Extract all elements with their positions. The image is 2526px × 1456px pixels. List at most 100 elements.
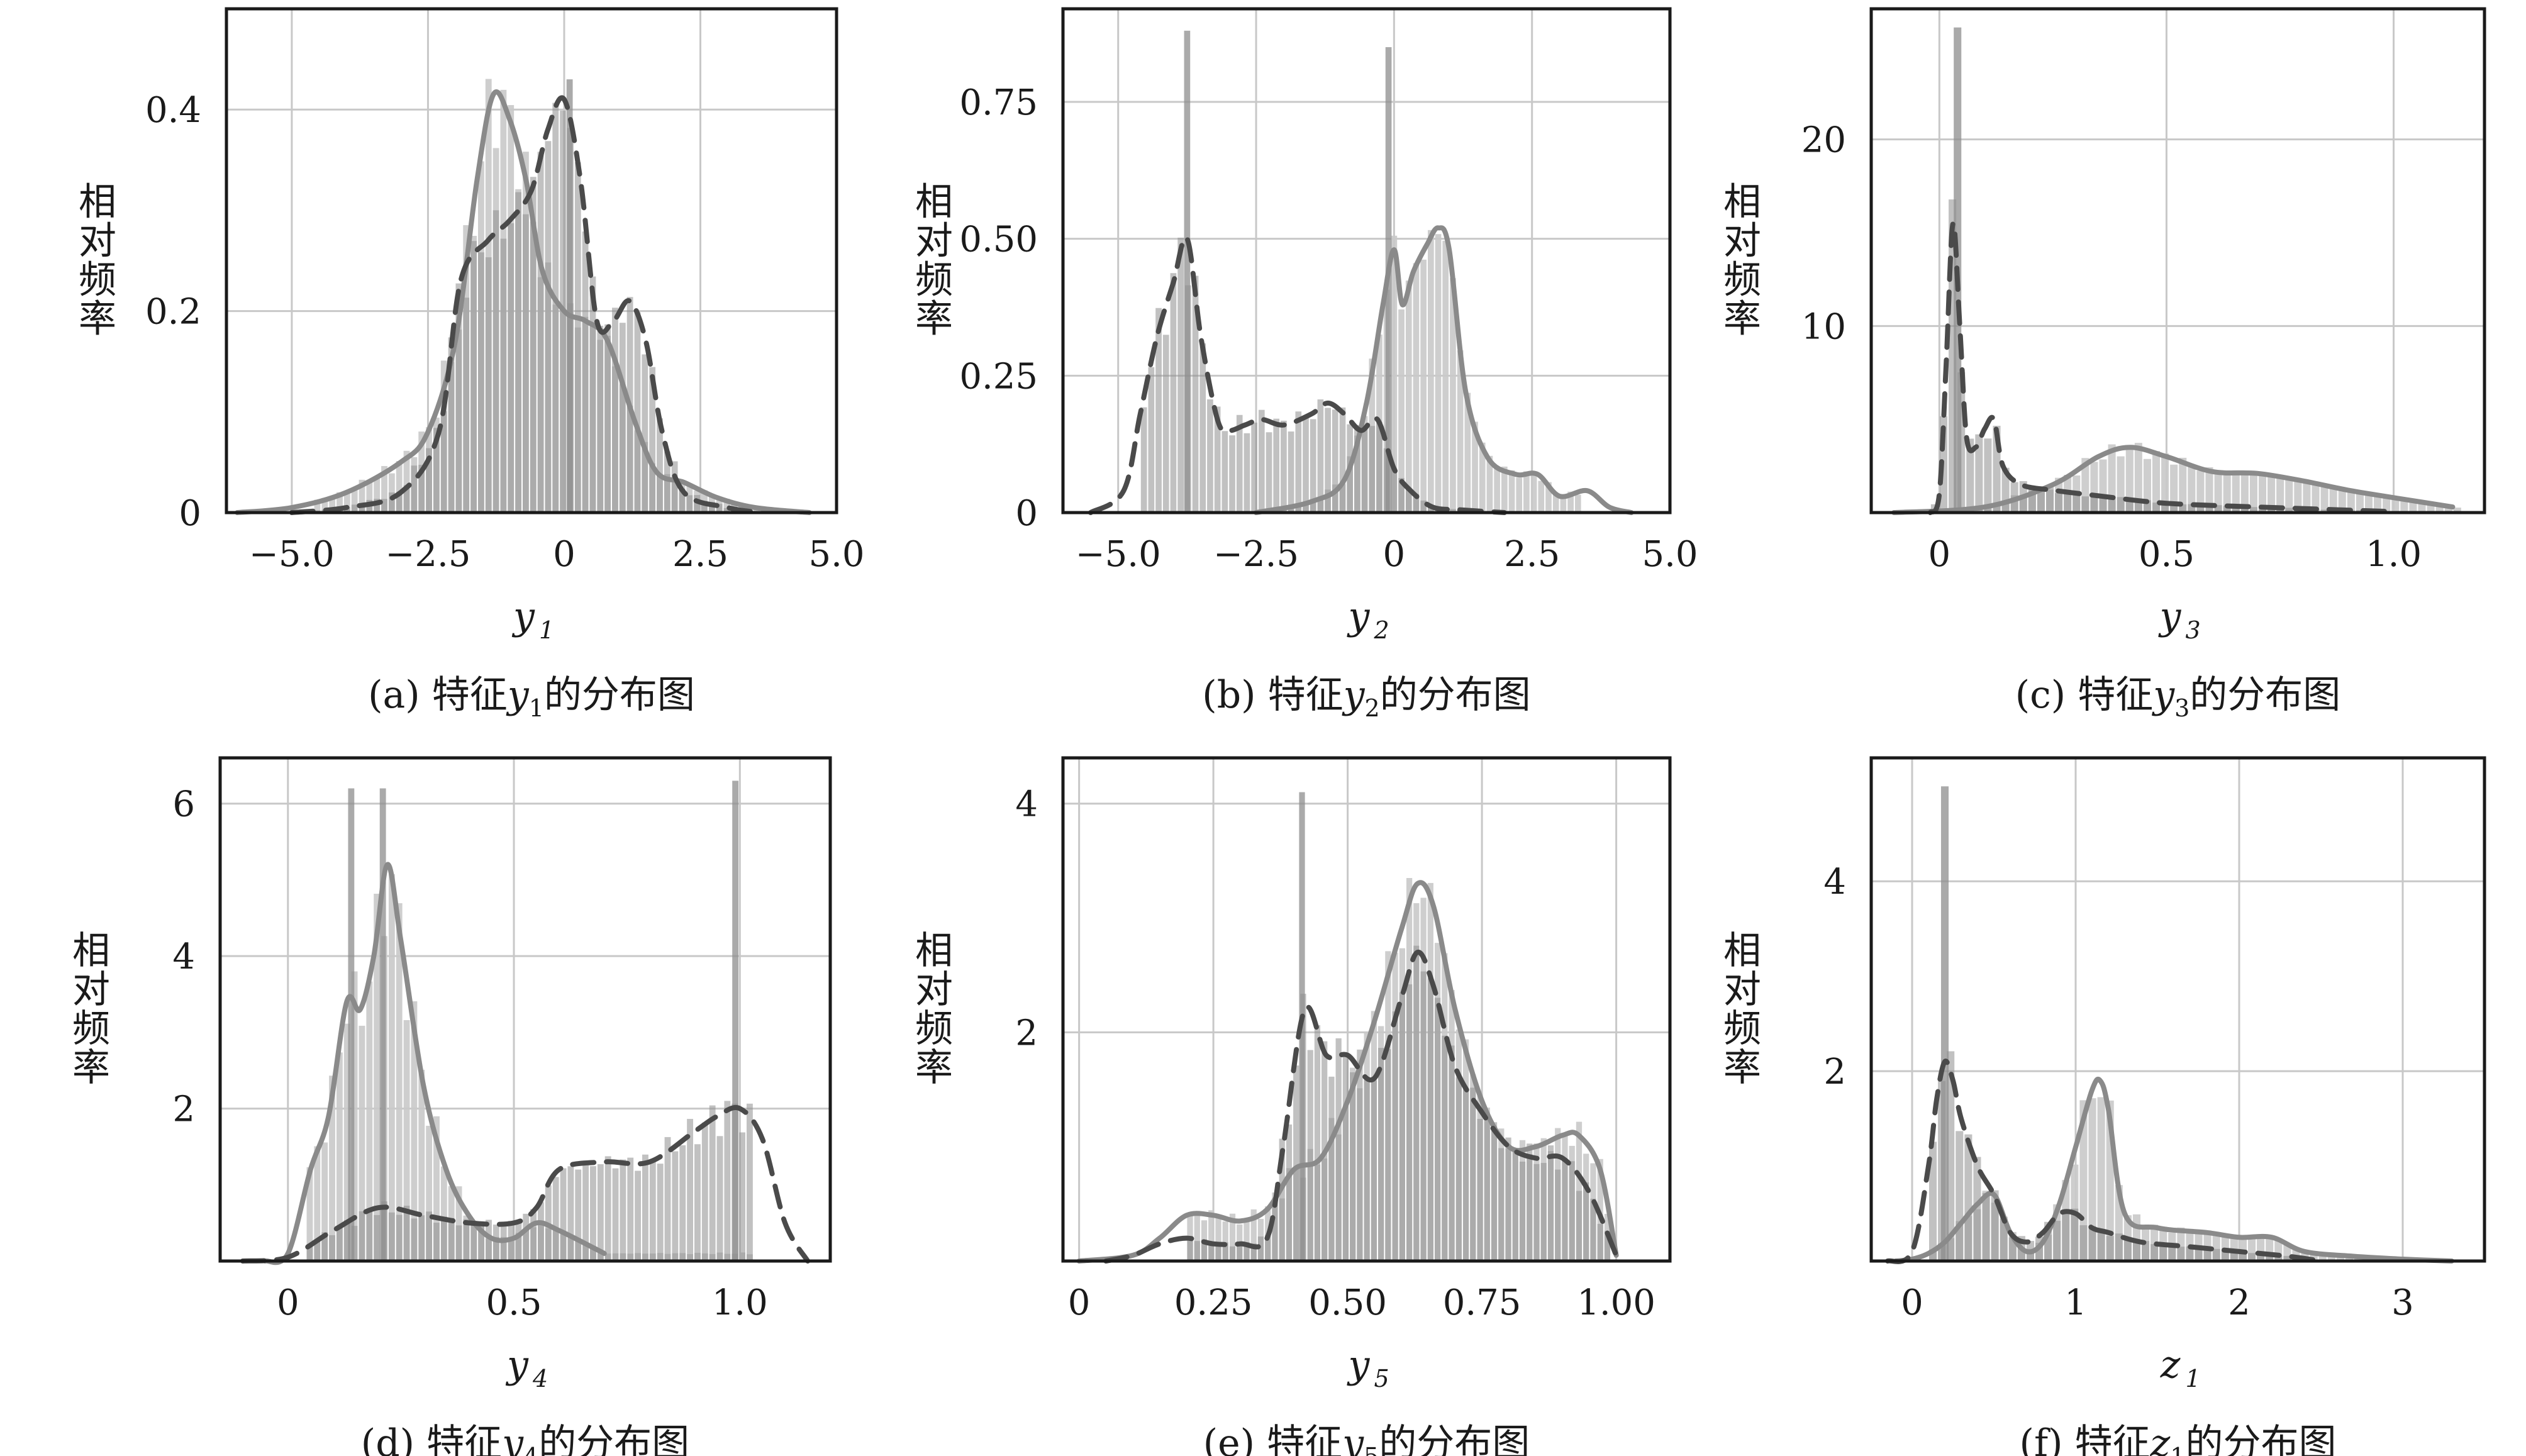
hist-bar-dashed: [1293, 1065, 1299, 1261]
hist-bar-solid: [2409, 501, 2417, 513]
caption-sub: 2: [1365, 694, 1380, 722]
hist-bar-dashed: [1450, 509, 1456, 513]
y-tick-label: 0.25: [959, 356, 1038, 397]
hist-bar-dashed: [1449, 1045, 1455, 1261]
hist-bar-dashed: [523, 1213, 530, 1261]
y-tick-label: 2: [172, 1089, 195, 1130]
y-axis-label-char: 相: [79, 181, 116, 225]
hist-bar-dashed: [1442, 1035, 1448, 1261]
hist-bar-dashed: [2079, 1225, 2088, 1261]
x-tick-label: −5.0: [1076, 534, 1161, 575]
hist-bar-dashed: [1484, 1115, 1490, 1261]
hist-bar-solid: [2170, 464, 2178, 513]
hist-bar-dashed: [1427, 978, 1433, 1261]
hist-bar-solid: [1420, 259, 1427, 513]
hist-bar-dashed: [2205, 505, 2213, 513]
caption-var: y: [2151, 673, 2175, 717]
hist-bar-dashed: [634, 312, 641, 513]
hist-bar-dashed: [366, 1211, 373, 1261]
caption-var: y: [506, 673, 530, 717]
hist-bar-solid: [366, 981, 373, 1261]
x-tick-label: 0.75: [1443, 1282, 1522, 1323]
hist-bar-dashed: [620, 1159, 626, 1261]
hist-bar-dashed: [709, 1105, 716, 1261]
hist-bar-dashed: [1258, 409, 1265, 513]
hist-bar-solid: [2134, 443, 2142, 513]
hist-bar-solid: [381, 465, 387, 513]
x-tick-label: 2: [2228, 1282, 2251, 1323]
x-tick-label: 5.0: [808, 534, 864, 575]
x-tick-label: 2.5: [672, 534, 728, 575]
kde-solid-line: [235, 89, 812, 515]
hist-bar-dashed: [1498, 1148, 1505, 1261]
hist-bar-solid: [2347, 489, 2355, 513]
hist-bar-solid: [1222, 1221, 1228, 1261]
hist-bar-dashed: [724, 1101, 731, 1261]
hist-bar-dashed: [723, 508, 730, 513]
hist-bar-solid: [440, 1166, 447, 1261]
hist-bar-dashed: [1391, 468, 1398, 513]
y-axis-label-char: 频: [79, 258, 116, 303]
hist-bar-dashed: [1361, 426, 1368, 513]
hist-bar-dashed: [388, 1212, 395, 1261]
caption-sub: 3: [2174, 694, 2189, 722]
panel-caption: (c) 特征y3的分布图: [2015, 673, 2341, 722]
hist-bar-solid: [1494, 466, 1500, 513]
hist-bar-dashed: [1265, 1235, 1271, 1261]
hist-bar-dashed: [1236, 414, 1243, 513]
hist-bar-solid: [1398, 309, 1405, 513]
hist-bar-solid: [2276, 475, 2284, 513]
x-axis-label-subscript: 1: [539, 616, 554, 644]
hist-bar-solid: [343, 492, 350, 513]
hist-bar-solid: [396, 903, 403, 1261]
y-axis-label-char: 率: [915, 1046, 953, 1090]
x-axis-label: z: [2160, 1343, 2181, 1387]
hist-bar-dashed: [642, 354, 648, 513]
hist-bar-dashed: [1462, 1087, 1469, 1261]
hist-bar-dashed: [1187, 1240, 1193, 1261]
hist-bar-dashed: [1576, 1191, 1583, 1261]
hist-bar-dashed: [329, 1235, 335, 1261]
hist-bar-solid: [2232, 470, 2240, 513]
caption-var: z: [2150, 1421, 2171, 1456]
hist-bar-solid: [2188, 465, 2196, 513]
hist-bar-dashed: [708, 502, 715, 513]
kde-dashed-line: [240, 1105, 811, 1264]
hist-bar-dashed: [1155, 308, 1162, 513]
hist-bar-solid: [1435, 234, 1442, 513]
hist-bar-dashed: [597, 1164, 604, 1261]
hist-bar-dashed: [1540, 1163, 1547, 1261]
hist-spike: [348, 788, 355, 1261]
hist-bar-solid: [314, 1146, 321, 1261]
hist-bar-dashed: [1208, 1245, 1215, 1261]
x-tick-label: 2.5: [1504, 534, 1560, 575]
caption-prefix: (a) 特征: [368, 673, 508, 717]
y-tick-label: 0: [179, 493, 201, 534]
hist-spike: [379, 788, 386, 1261]
kde-dashed-line: [1885, 1059, 2323, 1264]
hist-bar-dashed: [1964, 1134, 1972, 1261]
hist-bar-dashed: [426, 1211, 433, 1261]
hist-bar-solid: [1574, 494, 1581, 513]
hist-bar-dashed: [2212, 1248, 2220, 1261]
hist-bar-dashed: [1590, 1198, 1596, 1261]
y-axis-label-char: 率: [1723, 297, 1761, 342]
hist-bar-dashed: [1237, 1242, 1243, 1261]
hist-bar-solid: [329, 498, 336, 513]
x-tick-label: −5.0: [249, 534, 335, 575]
caption-prefix: (f) 特征: [2020, 1421, 2150, 1456]
hist-bar-dashed: [1207, 399, 1213, 513]
hist-bar-dashed: [1533, 1164, 1540, 1261]
hist-bar-solid: [1545, 482, 1552, 513]
caption-suffix: 的分布图: [538, 1421, 689, 1456]
hist-bar-dashed: [1973, 1157, 1981, 1261]
hist-bar-dashed: [1229, 435, 1235, 513]
panel-caption: (f) 特征z1的分布图: [2020, 1421, 2337, 1456]
y-tick-label: 0: [1015, 493, 1038, 534]
hist-bar-dashed: [2053, 1221, 2061, 1261]
hist-spike: [566, 79, 573, 513]
caption-prefix: (c) 特征: [2015, 673, 2154, 717]
x-tick-label: 0: [553, 534, 576, 575]
